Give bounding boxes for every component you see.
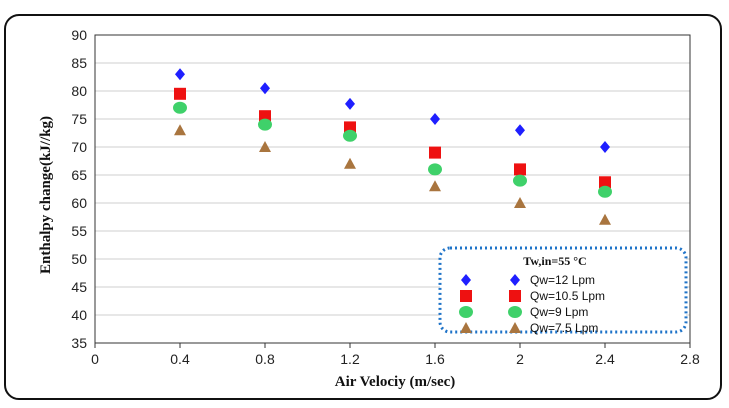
data-point [174,87,186,100]
x-tick-label: 0 [91,351,99,367]
legend-marker [459,306,473,318]
y-tick-label: 40 [71,307,87,323]
x-tick-label: 1.6 [425,351,445,367]
legend-marker [460,322,472,333]
y-tick-label: 80 [71,83,87,99]
x-tick-label: 2 [516,351,524,367]
legend-marker [461,274,471,286]
x-tick-label: 0.8 [255,351,275,367]
y-tick-label: 75 [71,111,87,127]
x-axis-title: Air Velociy (m/sec) [335,374,456,390]
data-point [174,124,186,136]
data-point [173,101,187,114]
legend-label: Qw=10.5 Lpm [530,289,605,303]
x-tick-label: 0.4 [170,351,190,367]
y-tick-label: 70 [71,139,87,155]
y-tick-label: 85 [71,55,87,71]
chart-frame [4,14,722,400]
data-point [429,180,441,192]
legend: Tw,in=55 °C Qw=12 Lpm Qw=10.5 Lpm Qw=9 Lpm… [438,246,688,335]
x-tick-label: 1.2 [340,351,360,367]
axes-layer: 35 40 45 50 55 60 65 70 75 80 85 90 0 0.4 0.8 1.2 1.6 2 2.… [71,27,700,367]
y-tick-label: 35 [71,335,87,351]
legend-marker [460,290,472,302]
data-point [430,113,440,125]
legend-box [438,246,688,334]
data-point [259,141,271,152]
data-point [599,176,611,189]
legend-title: Tw,in=55 °C [523,254,586,268]
data-point [514,163,526,176]
legend-marker [508,306,522,318]
y-tick-label: 60 [71,195,87,211]
x-tick-label: 2.4 [595,351,615,367]
y-axis-title: Enthalpy change(kJ//kg) [38,116,54,274]
y-tick-label: 90 [71,27,87,43]
data-point [513,174,527,187]
legend-label: Qw=12 Lpm [530,273,595,287]
y-tick-label: 65 [71,167,87,183]
legend-marker [509,322,521,333]
plot-area [94,34,691,344]
data-point [598,185,612,198]
data-point [260,82,270,95]
data-point [258,118,272,131]
data-point [514,197,526,208]
data-point [599,213,611,225]
data-point [600,141,610,153]
data-point [344,121,356,134]
data-point [429,146,441,159]
y-tick-label: 55 [71,223,87,239]
marks-layer [173,68,612,225]
legend-marker [509,290,521,302]
data-point [515,124,525,137]
y-tick-label: 45 [71,279,87,295]
legend-marker [510,274,520,286]
data-point [345,97,355,110]
data-point [428,163,442,176]
x-tick-label: 2.8 [680,351,700,367]
legend-label: Qw=7.5 Lpm [530,321,598,335]
data-point [344,157,356,169]
legend-label: Qw=9 Lpm [530,305,588,319]
data-point [343,129,357,142]
y-tick-label: 50 [71,251,87,267]
data-point [175,68,185,81]
